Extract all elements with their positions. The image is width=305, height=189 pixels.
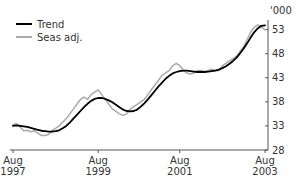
y-axis-line <box>268 20 269 150</box>
x-tick <box>179 150 180 153</box>
y-tick <box>265 125 268 126</box>
x-tick <box>265 150 266 153</box>
x-tick <box>98 150 99 153</box>
y-axis-label: '000 <box>270 5 292 16</box>
y-tick <box>265 53 268 54</box>
line <box>13 25 265 136</box>
y-tick <box>265 101 268 102</box>
y-tick-label: 53 <box>272 24 285 35</box>
legend-label: Trend <box>36 19 64 30</box>
y-tick-label: 28 <box>272 145 285 156</box>
y-tick-label: 43 <box>272 72 285 83</box>
legend-swatch <box>16 36 32 38</box>
y-tick <box>265 77 268 78</box>
x-tick-label: Aug1997 <box>0 155 25 177</box>
legend-label: Seas adj. <box>37 32 82 43</box>
legend: Trend Seas adj. <box>16 19 82 43</box>
y-tick-label: 38 <box>272 96 285 107</box>
x-tick-label: Aug1999 <box>85 155 110 177</box>
x-tick-label: Aug2001 <box>167 155 192 177</box>
legend-swatch <box>16 23 32 25</box>
plot-area <box>13 25 265 136</box>
y-tick-label: 33 <box>272 120 285 131</box>
x-axis-line <box>10 150 268 151</box>
x-tick <box>13 150 14 153</box>
x-tick-label: Aug2003 <box>252 155 277 177</box>
line <box>13 25 265 131</box>
y-tick-label: 48 <box>272 48 285 59</box>
chart: 28 33 38 43 48 53 '000 Aug1997 Aug1999 Aug2001 Aug… <box>0 0 305 189</box>
